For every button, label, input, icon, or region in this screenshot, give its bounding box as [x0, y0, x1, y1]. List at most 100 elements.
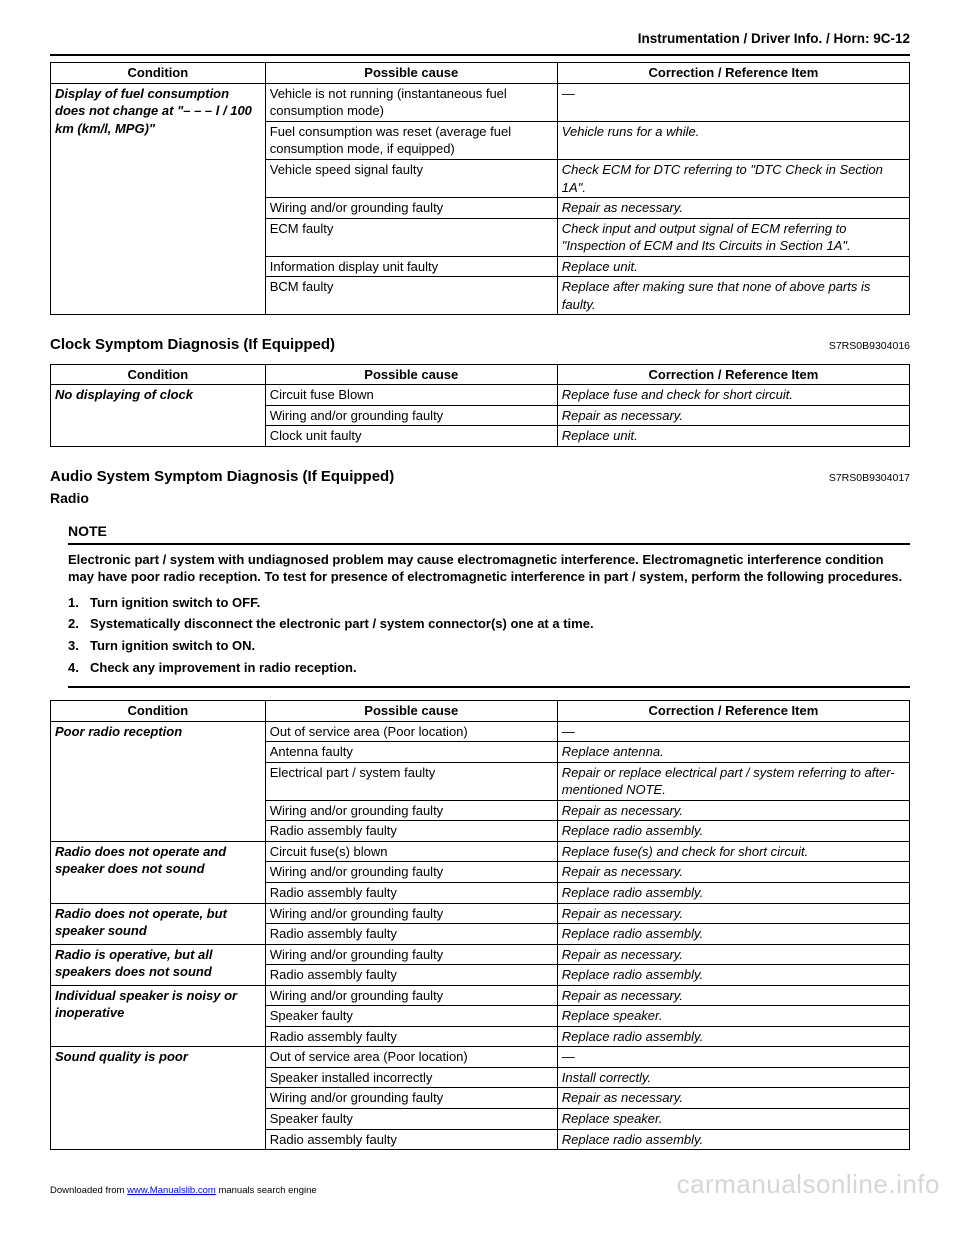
note-label: NOTE — [68, 522, 910, 541]
table-cell: Repair or replace electrical part / syst… — [557, 762, 909, 800]
table-cell: Replace fuse and check for short circuit… — [557, 385, 909, 406]
table-cell: Speaker faulty — [265, 1006, 557, 1027]
th-correction: Correction / Reference Item — [557, 364, 909, 385]
table-cell: Repair as necessary. — [557, 903, 909, 924]
table-cell: Replace radio assembly. — [557, 924, 909, 945]
table-cell: ECM faulty — [265, 218, 557, 256]
table-cell: Replace speaker. — [557, 1006, 909, 1027]
table-cell: Wiring and/or grounding faulty — [265, 862, 557, 883]
step-text: Turn ignition switch to OFF. — [90, 594, 260, 612]
table-cell: Replace speaker. — [557, 1109, 909, 1130]
section-title-audio: Audio System Symptom Diagnosis (If Equip… — [50, 467, 910, 487]
table-cell-condition: Radio does not operate, but speaker soun… — [51, 903, 266, 944]
table-cell: Out of service area (Poor location) — [265, 1047, 557, 1068]
footer: Downloaded from www.Manualslib.com manua… — [50, 1185, 317, 1198]
step-num: 1. — [68, 594, 90, 612]
table-cell: Repair as necessary. — [557, 862, 909, 883]
table-cell: Vehicle runs for a while. — [557, 121, 909, 159]
step-num: 3. — [68, 637, 90, 655]
table-cell: — — [557, 721, 909, 742]
section-title-clock: Clock Symptom Diagnosis (If Equipped) — [50, 335, 910, 355]
table-cell-condition: Radio does not operate and speaker does … — [51, 841, 266, 903]
table-cell: Replace after making sure that none of a… — [557, 277, 909, 315]
table-cell: Repair as necessary. — [557, 198, 909, 219]
table-cell: Wiring and/or grounding faulty — [265, 944, 557, 965]
table-cell: Wiring and/or grounding faulty — [265, 800, 557, 821]
table-cell: Replace unit. — [557, 256, 909, 277]
th-correction: Correction / Reference Item — [557, 63, 909, 84]
table-cell-condition: Sound quality is poor — [51, 1047, 266, 1150]
th-cause: Possible cause — [265, 701, 557, 722]
table-cell: Wiring and/or grounding faulty — [265, 405, 557, 426]
th-cause: Possible cause — [265, 63, 557, 84]
step-text: Systematically disconnect the electronic… — [90, 615, 594, 633]
note-block: NOTE Electronic part / system with undia… — [68, 522, 910, 688]
table-cell-condition: Individual speaker is noisy or inoperati… — [51, 985, 266, 1047]
table-cell: Clock unit faulty — [265, 426, 557, 447]
step-text: Turn ignition switch to ON. — [90, 637, 255, 655]
table-cell: Wiring and/or grounding faulty — [265, 1088, 557, 1109]
table-cell: Radio assembly faulty — [265, 821, 557, 842]
table-cell: Electrical part / system faulty — [265, 762, 557, 800]
th-condition: Condition — [51, 63, 266, 84]
th-condition: Condition — [51, 701, 266, 722]
note-rule-bottom — [68, 686, 910, 688]
step-text: Check any improvement in radio reception… — [90, 659, 357, 677]
watermark: carmanualsonline.info — [677, 1167, 940, 1202]
table-cell: Replace fuse(s) and check for short circ… — [557, 841, 909, 862]
footer-prefix: Downloaded from — [50, 1185, 127, 1196]
table-cell: Repair as necessary. — [557, 985, 909, 1006]
table-cell: Out of service area (Poor location) — [265, 721, 557, 742]
table-cell: Fuel consumption was reset (average fuel… — [265, 121, 557, 159]
page-header: Instrumentation / Driver Info. / Horn: 9… — [50, 30, 910, 48]
step-num: 4. — [68, 659, 90, 677]
table-cell-condition: No displaying of clock — [51, 385, 266, 447]
table-cell: BCM faulty — [265, 277, 557, 315]
table-cell: Speaker installed incorrectly — [265, 1067, 557, 1088]
radio-table: Condition Possible cause Correction / Re… — [50, 700, 910, 1150]
table-cell: Install correctly. — [557, 1067, 909, 1088]
table-cell: Vehicle is not running (instantaneous fu… — [265, 83, 557, 121]
note-steps: 1.Turn ignition switch to OFF. 2.Systema… — [68, 594, 910, 676]
fuel-consumption-table: Condition Possible cause Correction / Re… — [50, 62, 910, 315]
table-cell: Replace radio assembly. — [557, 883, 909, 904]
clock-table: Condition Possible cause Correction / Re… — [50, 364, 910, 447]
table-cell: Replace radio assembly. — [557, 821, 909, 842]
table-cell: Replace radio assembly. — [557, 1026, 909, 1047]
table-cell: Replace radio assembly. — [557, 1129, 909, 1150]
note-text: Electronic part / system with undiagnose… — [68, 551, 910, 586]
step-num: 2. — [68, 615, 90, 633]
section-code: S7RS0B9304016 — [829, 339, 910, 353]
table-cell: — — [557, 1047, 909, 1068]
table-cell: — — [557, 83, 909, 121]
table-cell: Information display unit faulty — [265, 256, 557, 277]
table-cell: Radio assembly faulty — [265, 883, 557, 904]
table-cell: Antenna faulty — [265, 742, 557, 763]
footer-link[interactable]: www.Manualslib.com — [127, 1185, 216, 1196]
table-cell: Circuit fuse Blown — [265, 385, 557, 406]
table-cell: Replace radio assembly. — [557, 965, 909, 986]
table-cell-condition: Radio is operative, but all speakers doe… — [51, 944, 266, 985]
section-code: S7RS0B9304017 — [829, 471, 910, 485]
table-cell: Circuit fuse(s) blown — [265, 841, 557, 862]
table-cell: Repair as necessary. — [557, 944, 909, 965]
table-cell: Check input and output signal of ECM ref… — [557, 218, 909, 256]
table-cell: Repair as necessary. — [557, 405, 909, 426]
header-rule — [50, 54, 910, 56]
footer-suffix: manuals search engine — [216, 1185, 317, 1196]
table-cell: Check ECM for DTC referring to "DTC Chec… — [557, 159, 909, 197]
table-cell: Replace antenna. — [557, 742, 909, 763]
table-cell: Repair as necessary. — [557, 1088, 909, 1109]
table-cell: Wiring and/or grounding faulty — [265, 903, 557, 924]
subtitle-radio: Radio — [50, 489, 910, 508]
table-cell: Vehicle speed signal faulty — [265, 159, 557, 197]
th-correction: Correction / Reference Item — [557, 701, 909, 722]
table-cell: Radio assembly faulty — [265, 924, 557, 945]
th-condition: Condition — [51, 364, 266, 385]
table-cell: Speaker faulty — [265, 1109, 557, 1130]
th-cause: Possible cause — [265, 364, 557, 385]
table-cell: Radio assembly faulty — [265, 1026, 557, 1047]
table-cell: Repair as necessary. — [557, 800, 909, 821]
note-rule-top — [68, 543, 910, 545]
table-cell: Wiring and/or grounding faulty — [265, 198, 557, 219]
